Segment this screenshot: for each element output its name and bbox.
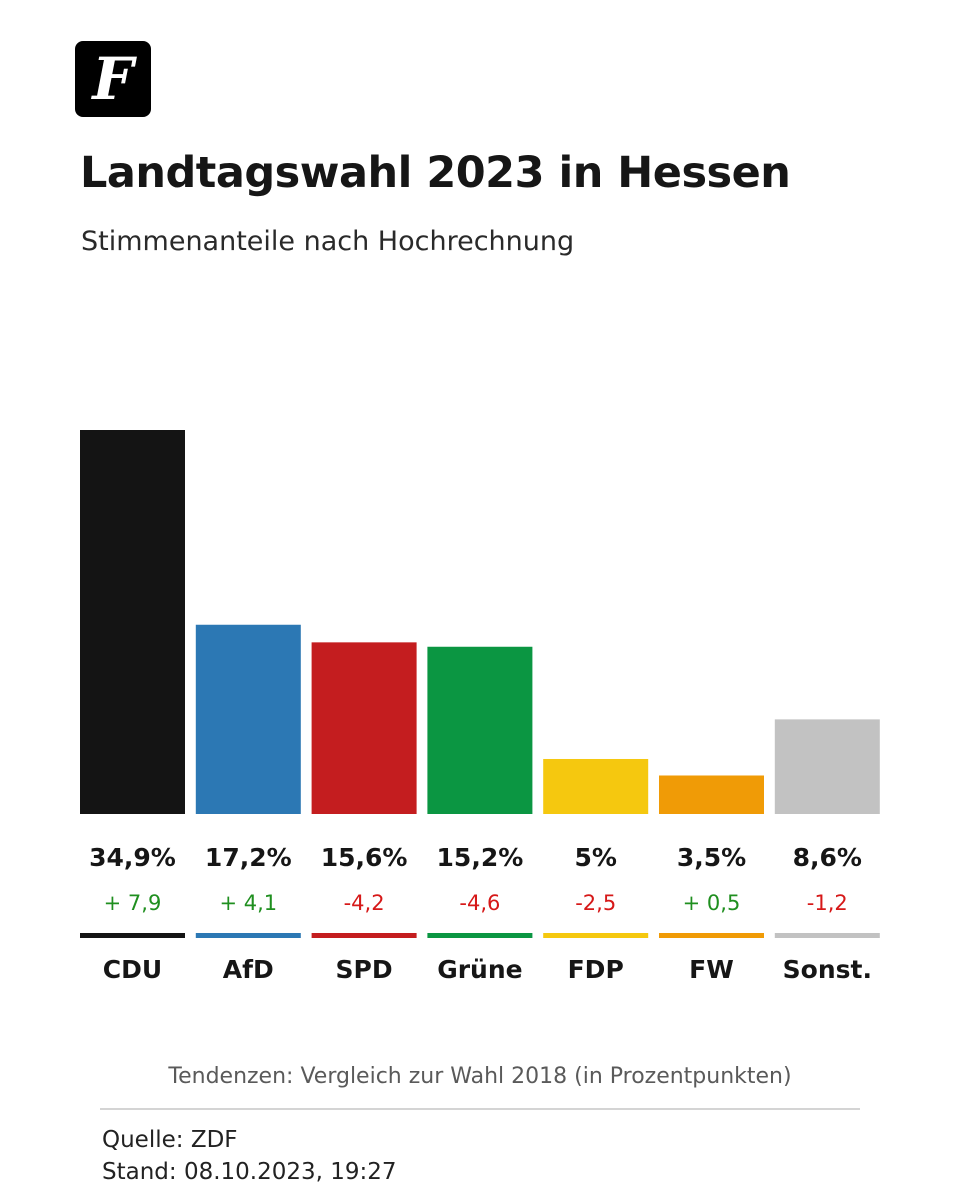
bar-sonst: [774, 719, 880, 814]
chart-subtitle: Stimmenanteile nach Hochrechnung: [81, 226, 575, 257]
bar-chart: 34,9% + 7,9 CDU 17,2% + 4,1 AfD 15,6% -4,2 SPD 15…: [80, 430, 880, 984]
color-stripe-fdp: [543, 933, 649, 938]
bar-grne: [427, 646, 533, 814]
change-label-spd: -4,2: [344, 891, 385, 915]
faz-logo: F: [75, 41, 151, 117]
change-label-fw: + 0,5: [683, 891, 741, 915]
trend-note: Tendenzen: Vergleich zur Wahl 2018 (in P…: [168, 1064, 792, 1089]
category-label-fw: FW: [689, 955, 734, 984]
timestamp-label: Stand: 08.10.2023, 19:27: [102, 1159, 397, 1185]
color-stripe-fw: [659, 933, 764, 938]
change-label-cdu: + 7,9: [104, 891, 162, 915]
color-stripe-afd: [195, 933, 301, 938]
bar-fw: [659, 775, 764, 814]
color-stripe-grne: [427, 933, 533, 938]
color-stripe-spd: [311, 933, 417, 938]
bar-fdp: [543, 758, 649, 814]
category-label-fdp: FDP: [568, 955, 624, 984]
category-label-sonst: Sonst.: [783, 955, 872, 984]
bar-spd: [311, 642, 417, 814]
category-label-afd: AfD: [223, 955, 274, 984]
source-label: Quelle: ZDF: [102, 1127, 238, 1153]
change-label-grne: -4,6: [459, 891, 500, 915]
logo-letter: F: [92, 45, 134, 113]
change-label-afd: + 4,1: [219, 891, 277, 915]
bar-cdu: [80, 430, 185, 814]
color-stripe-sonst: [774, 933, 880, 938]
category-label-cdu: CDU: [103, 955, 162, 984]
divider: [100, 1108, 860, 1110]
value-label-spd: 15,6%: [321, 843, 408, 872]
color-stripe-cdu: [80, 933, 185, 938]
category-label-grne: Grüne: [437, 955, 522, 984]
bar-afd: [195, 624, 301, 814]
change-label-sonst: -1,2: [807, 891, 848, 915]
value-label-fdp: 5%: [574, 843, 616, 872]
value-label-cdu: 34,9%: [89, 843, 176, 872]
value-label-afd: 17,2%: [205, 843, 292, 872]
value-label-sonst: 8,6%: [793, 843, 862, 872]
value-label-grne: 15,2%: [437, 843, 524, 872]
value-label-fw: 3,5%: [677, 843, 746, 872]
category-label-spd: SPD: [336, 955, 393, 984]
source-block: Quelle: ZDF Stand: 08.10.2023, 19:27: [102, 1124, 397, 1188]
chart-title: Landtagswahl 2023 in Hessen: [80, 148, 791, 198]
change-label-fdp: -2,5: [575, 891, 616, 915]
